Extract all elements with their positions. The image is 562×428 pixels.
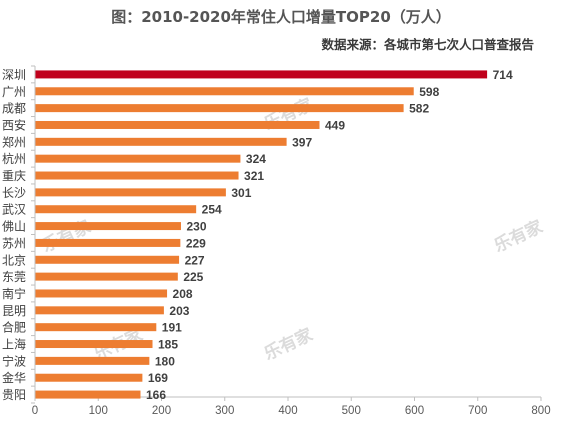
data-label: 321 <box>244 169 264 183</box>
data-label: 229 <box>186 236 206 250</box>
bar <box>35 323 157 332</box>
category-label: 杭州 <box>2 151 26 166</box>
category-label: 昆明 <box>2 304 26 318</box>
bar <box>35 171 239 180</box>
bar <box>35 272 178 281</box>
x-tick-label: 800 <box>531 405 550 417</box>
bar <box>35 137 287 146</box>
data-label: 227 <box>185 253 205 267</box>
data-label: 230 <box>186 220 206 234</box>
bar <box>35 205 197 214</box>
data-label: 714 <box>493 68 513 82</box>
data-label: 225 <box>183 270 203 284</box>
category-label: 郑州 <box>2 134 26 149</box>
bar <box>35 390 141 399</box>
x-tick-label: 200 <box>152 405 171 417</box>
data-label: 191 <box>162 321 182 335</box>
bar <box>35 255 180 264</box>
category-label: 西安 <box>2 117 26 132</box>
x-tick-label: 700 <box>468 405 487 417</box>
bar <box>35 120 320 129</box>
data-label: 166 <box>146 388 166 402</box>
bar <box>35 222 181 231</box>
category-label: 重庆 <box>2 169 26 183</box>
data-label: 169 <box>148 371 168 385</box>
category-label: 苏州 <box>2 236 26 250</box>
chart-subtitle: 数据来源：各城市第七次人口普查报告 <box>321 37 534 52</box>
bar <box>35 238 181 247</box>
bar <box>35 104 404 113</box>
bar <box>35 188 226 197</box>
bar <box>35 340 153 349</box>
category-label: 贵阳 <box>2 388 26 402</box>
bar <box>35 289 168 298</box>
category-label: 北京 <box>2 253 26 267</box>
data-label: 203 <box>169 304 189 318</box>
bar <box>35 154 241 163</box>
category-label: 金华 <box>2 370 26 385</box>
category-label: 宁波 <box>2 353 26 368</box>
data-label: 582 <box>409 102 429 116</box>
bar <box>35 373 143 382</box>
data-label: 185 <box>158 338 178 352</box>
category-label: 成都 <box>2 102 26 116</box>
bar <box>35 356 150 365</box>
bar <box>35 87 414 96</box>
data-label: 301 <box>231 186 251 200</box>
category-label: 武汉 <box>2 203 26 217</box>
category-label: 合肥 <box>2 320 26 335</box>
category-label: 上海 <box>2 337 26 352</box>
x-tick-label: 400 <box>278 405 297 417</box>
data-label: 324 <box>246 152 266 166</box>
category-label: 深圳 <box>2 68 26 82</box>
category-label: 长沙 <box>2 186 26 200</box>
data-label: 397 <box>292 135 312 149</box>
bar <box>35 70 488 79</box>
x-tick-label: 600 <box>405 405 424 417</box>
x-tick-label: 300 <box>215 405 234 417</box>
data-label: 254 <box>202 203 222 217</box>
chart-title: 图：2010-2020年常住人口增量TOP20（万人） <box>111 8 451 26</box>
data-label: 598 <box>419 85 439 99</box>
x-tick-label: 500 <box>342 405 361 417</box>
category-label: 东莞 <box>2 270 26 284</box>
x-tick-label: 100 <box>89 405 108 417</box>
category-label: 南宁 <box>2 286 26 301</box>
bar <box>35 306 164 315</box>
category-label: 佛山 <box>2 220 26 234</box>
data-label: 180 <box>155 354 175 368</box>
data-label: 449 <box>325 118 345 132</box>
category-label: 广州 <box>2 85 26 99</box>
x-tick-label: 0 <box>32 405 38 417</box>
data-label: 208 <box>173 287 193 301</box>
